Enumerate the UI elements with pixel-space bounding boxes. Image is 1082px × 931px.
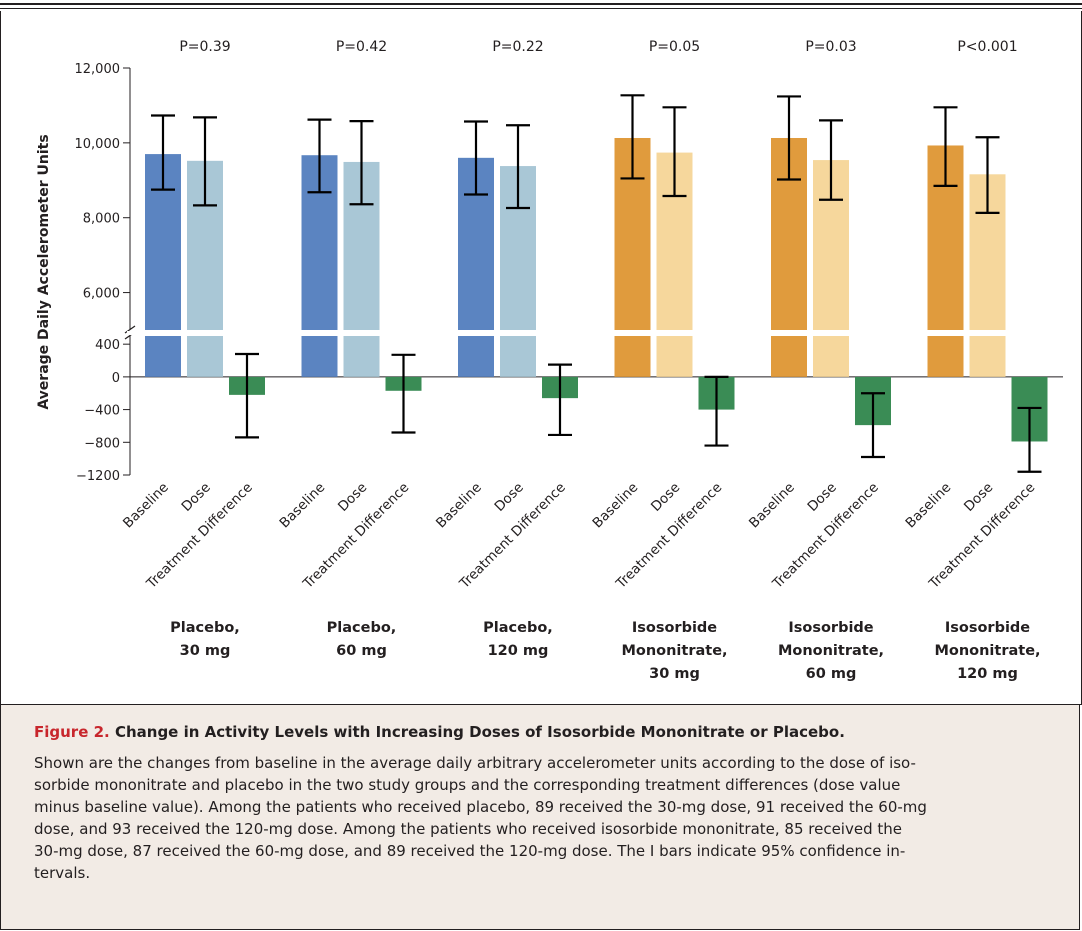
- group-label: 30 mg: [180, 643, 231, 659]
- bar-label-baseline: Baseline: [746, 480, 798, 532]
- group-label: Mononitrate,: [621, 643, 727, 659]
- p-value-label: P=0.42: [336, 39, 387, 55]
- bar-baseline-lower: [614, 336, 651, 377]
- group-label: Isosorbide: [632, 620, 717, 636]
- error-bar-dose: [975, 136, 1000, 214]
- y-tick-label: 10,000: [75, 137, 121, 152]
- bar-chart: 6,0008,00010,00012,000−1200−800−4000400 …: [36, 39, 1063, 682]
- group-label: 30 mg: [649, 666, 700, 682]
- error-bar-difference: [391, 353, 416, 434]
- y-tick-label: −800: [84, 436, 120, 451]
- bar-dose-lower: [969, 336, 1006, 377]
- caption-line: sorbide mononitrate and placebo in the t…: [34, 776, 901, 794]
- top-rule: [0, 3, 1082, 5]
- group-label: Isosorbide: [788, 620, 873, 636]
- group-label: 60 mg: [806, 666, 857, 682]
- group-label: Isosorbide: [945, 620, 1030, 636]
- y-tick-label: −400: [84, 404, 120, 419]
- error-bar-dose: [662, 106, 687, 198]
- y-tick-label: −1200: [76, 469, 120, 484]
- error-bar-difference: [235, 352, 259, 439]
- group-label: 120 mg: [488, 643, 549, 659]
- y-tick-label: 6,000: [83, 287, 120, 302]
- caption-title: Figure 2. Change in Activity Levels with…: [34, 723, 1064, 741]
- figure-caption: Figure 2. Change in Activity Levels with…: [0, 705, 1080, 930]
- bar-dose-lower: [343, 336, 380, 377]
- bar-label-baseline: Baseline: [903, 480, 955, 532]
- bar-baseline-lower: [771, 336, 807, 377]
- bar-dose-lower: [500, 336, 536, 377]
- p-value-label: P=0.39: [179, 39, 230, 55]
- error-bar-difference: [704, 375, 729, 447]
- error-bar-dose: [193, 116, 217, 207]
- group-label: 120 mg: [957, 666, 1018, 682]
- group-label: Mononitrate,: [778, 643, 884, 659]
- caption-line: minus baseline value). Among the patient…: [34, 798, 927, 816]
- bar-label-dose: Dose: [961, 480, 996, 515]
- y-tick-label: 400: [95, 338, 120, 353]
- caption-figure-label: Figure 2.: [34, 723, 110, 741]
- bar-label-baseline: Baseline: [590, 480, 642, 532]
- p-value-label: P=0.05: [649, 39, 700, 55]
- bar-baseline-lower: [458, 336, 494, 377]
- bar-label-dose: Dose: [648, 480, 683, 515]
- axis-layer: 6,000 8,000 10,000 12,000 −1200 −800 −400 0 400: [75, 62, 1063, 484]
- bar-label-dose: Dose: [491, 480, 526, 515]
- caption-title-text: Change in Activity Levels with Increasin…: [109, 723, 845, 741]
- p-value-label: P=0.03: [805, 39, 856, 55]
- group-label: 60 mg: [336, 643, 387, 659]
- top-rule-thin: [0, 8, 1082, 9]
- error-bar-difference: [1017, 406, 1042, 473]
- error-bar-baseline: [151, 114, 175, 191]
- caption-line: Shown are the changes from baseline in t…: [34, 754, 916, 772]
- caption-line: dose, and 93 received the 120-mg dose. A…: [34, 820, 902, 838]
- y-tick-label: 8,000: [83, 212, 120, 227]
- error-bar-baseline: [464, 120, 488, 196]
- y-tick-label: 12,000: [75, 62, 121, 77]
- error-bar-baseline: [777, 95, 801, 181]
- y-axis-label: Average Daily Accelerometer Units: [36, 134, 52, 409]
- bar-dose-lower: [656, 336, 693, 377]
- error-bar-difference: [548, 363, 572, 437]
- group-label: Placebo,: [327, 620, 397, 636]
- bar-label-baseline: Baseline: [120, 480, 172, 532]
- bar-label-dose: Dose: [335, 480, 370, 515]
- bar-baseline-lower: [145, 336, 181, 377]
- group-label: Placebo,: [170, 620, 240, 636]
- y-tick-label: 0: [112, 371, 120, 386]
- bar-label-dose: Dose: [178, 480, 213, 515]
- caption-line: 30-mg dose, 87 received the 60-mg dose, …: [34, 842, 906, 860]
- error-bar-dose: [506, 124, 530, 210]
- bar-layer: [145, 94, 1048, 473]
- group-label: Placebo,: [483, 620, 553, 636]
- bar-label-baseline: Baseline: [277, 480, 329, 532]
- bar-label-baseline: Baseline: [433, 480, 485, 532]
- error-bar-baseline: [307, 118, 332, 194]
- axis-break-mark: [124, 325, 136, 334]
- group-label: Mononitrate,: [934, 643, 1040, 659]
- error-bar-dose: [349, 120, 374, 206]
- caption-line: tervals.: [34, 864, 91, 882]
- error-bar-dose: [819, 119, 843, 201]
- bar-dose-lower: [813, 336, 849, 377]
- bar-dose-lower: [187, 336, 223, 377]
- error-bar-baseline: [933, 106, 958, 187]
- error-bar-difference: [861, 392, 885, 459]
- caption-body: Shown are the changes from baseline in t…: [34, 752, 1049, 884]
- bar-baseline-lower: [301, 336, 338, 377]
- p-value-label: P<0.001: [957, 39, 1017, 55]
- axis-break-gap: [127, 331, 1057, 335]
- p-value-label: P=0.22: [492, 39, 543, 55]
- error-bar-baseline: [620, 94, 645, 180]
- bar-baseline-lower: [927, 336, 964, 377]
- bar-label-dose: Dose: [804, 480, 839, 515]
